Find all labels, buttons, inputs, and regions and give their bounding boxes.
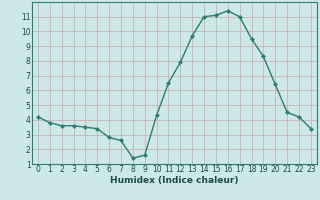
X-axis label: Humidex (Indice chaleur): Humidex (Indice chaleur) xyxy=(110,176,239,185)
